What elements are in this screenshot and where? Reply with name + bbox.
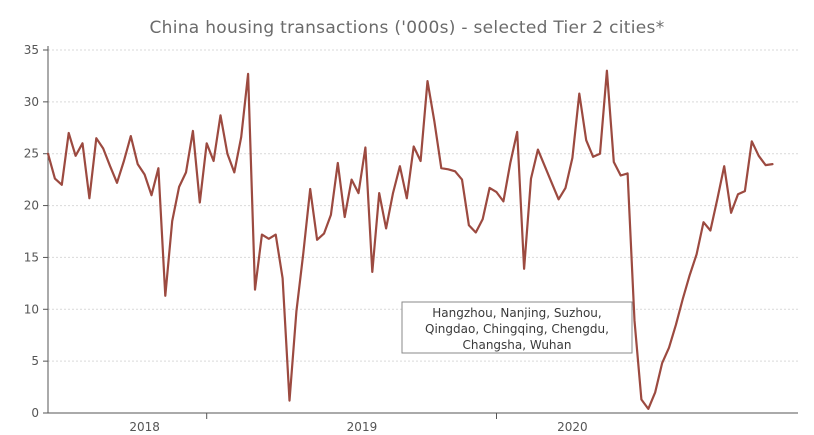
annotation-line-1: Hangzhou, Nanjing, Suzhou, (432, 306, 601, 320)
y-tick-label-5: 5 (31, 354, 39, 368)
x-tick-label-2020: 2020 (557, 420, 588, 434)
annotation-line-3: Changsha, Wuhan (462, 338, 571, 352)
axes: 0 5 10 15 20 25 30 35 2018 2019 2020 (24, 43, 798, 434)
y-tick-label-20: 20 (24, 199, 39, 213)
x-tick-label-2018: 2018 (129, 420, 160, 434)
y-tick-label-0: 0 (31, 406, 39, 420)
annotation-box: Hangzhou, Nanjing, Suzhou, Qingdao, Chin… (401, 301, 633, 354)
y-tick-label-15: 15 (24, 250, 39, 264)
y-tick-label-10: 10 (24, 302, 39, 316)
y-tick-label-30: 30 (24, 95, 39, 109)
annotation-line-2: Qingdao, Chingqing, Chengdu, (425, 322, 609, 336)
chart-title: China housing transactions ('000s) - sel… (149, 18, 665, 38)
gridlines (48, 49, 798, 362)
series-layer (46, 69, 774, 410)
y-tick-label-25: 25 (24, 147, 39, 161)
annotation-border (401, 301, 633, 354)
y-tick-label-35: 35 (24, 43, 39, 57)
series-line (46, 69, 774, 410)
x-tick-label-2019: 2019 (347, 420, 378, 434)
